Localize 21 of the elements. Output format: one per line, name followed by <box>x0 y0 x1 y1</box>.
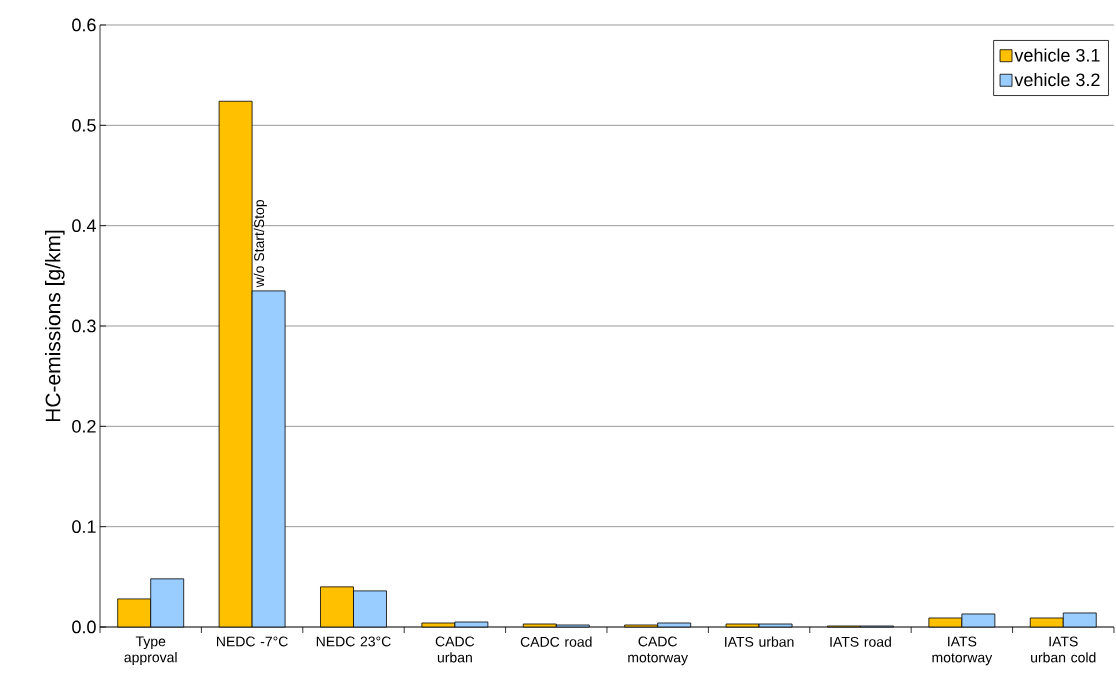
x-tick-label: IATS motorway <box>932 636 993 666</box>
x-tick-label: NEDC -7°C <box>217 636 288 647</box>
y-axis-title: HC-emissions [g/km] <box>45 230 65 422</box>
y-tick-label: 0.3 <box>72 319 96 333</box>
y-tick-label: 0.5 <box>72 118 96 132</box>
x-tick-label: CADC urban <box>435 636 475 663</box>
y-tick-label: 0.0 <box>72 620 96 634</box>
legend-label: vehicle 3.1 <box>1014 48 1100 62</box>
y-tick-label: 0.6 <box>72 18 96 32</box>
x-tick-label: CADC motorway <box>628 636 688 666</box>
x-tick-label: IATS road <box>830 636 891 647</box>
x-tick-label: IATS urban cold <box>1031 636 1096 663</box>
x-tick-label: NEDC 23°C <box>316 636 391 647</box>
y-tick-label: 0.4 <box>72 219 96 233</box>
x-tick-label: Type approval <box>124 636 177 666</box>
y-tick-label: 0.2 <box>72 419 96 433</box>
annotation: w/o Start/Stop <box>253 200 267 288</box>
x-tick-label: IATS urban <box>725 636 794 647</box>
x-tick-label: CADC road <box>520 636 592 647</box>
y-tick-label: 0.1 <box>72 520 96 534</box>
legend-label: vehicle 3.2 <box>1014 72 1100 87</box>
